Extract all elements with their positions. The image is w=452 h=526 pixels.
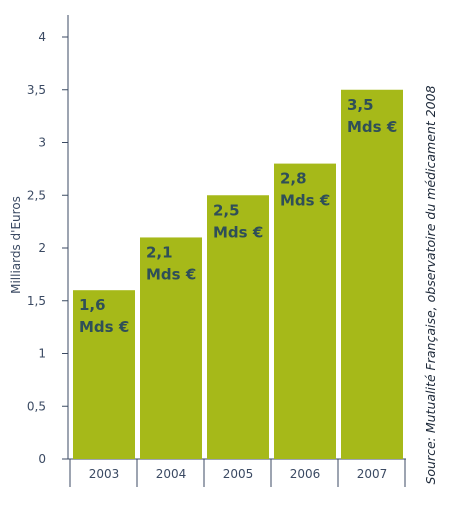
bar: [341, 89, 403, 459]
y-tick-label: 4: [38, 30, 46, 44]
bar-data-label: 2,1: [146, 243, 173, 261]
bar: [207, 195, 269, 459]
x-tick-label: 2006: [290, 467, 321, 481]
bar-data-label: 1,6: [79, 296, 106, 314]
bar-data-label: 3,5: [347, 96, 374, 114]
x-tick-label: 2004: [156, 467, 187, 481]
y-tick-label: 3: [38, 136, 46, 150]
bar-data-label: Mds €: [347, 118, 397, 136]
y-tick-label: 1: [38, 347, 46, 361]
source-note: Source: Mutualité Française, observatoir…: [423, 85, 438, 484]
bar-data-label: Mds €: [146, 265, 196, 283]
bar: [274, 163, 336, 459]
x-tick-label: 2003: [89, 467, 120, 481]
y-tick-label: 0: [38, 452, 46, 466]
y-tick-label: 0,5: [27, 399, 46, 413]
y-axis-title: Milliards d'Euros: [9, 196, 23, 294]
y-tick-label: 3,5: [27, 83, 46, 97]
bar-data-label: 2,5: [213, 201, 240, 219]
bar: [73, 290, 135, 459]
bar-data-label: 2,8: [280, 170, 307, 188]
y-tick-label: 2: [38, 241, 46, 255]
bar-data-label: Mds €: [280, 192, 330, 210]
chart-marks: 0 0,5 1 1,5 2 2,5 3 3,5 4 1,6 Mds € 2003 2,1 Mds € 200…: [27, 15, 406, 487]
y-tick-label: 1,5: [27, 294, 46, 308]
bar: [140, 237, 202, 459]
bar-data-label: Mds €: [79, 318, 129, 336]
x-tick-label: 2007: [357, 467, 388, 481]
x-tick-label: 2005: [223, 467, 254, 481]
y-tick-label: 2,5: [27, 188, 46, 202]
bar-data-label: Mds €: [213, 223, 263, 241]
